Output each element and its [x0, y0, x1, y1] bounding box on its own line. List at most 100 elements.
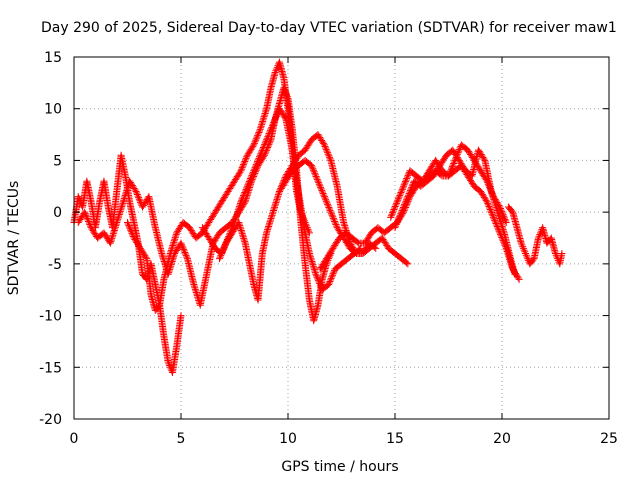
data-point — [329, 213, 337, 221]
data-point — [179, 244, 187, 252]
data-point — [178, 242, 186, 250]
data-point — [239, 192, 247, 200]
data-point — [529, 256, 537, 264]
data-point — [391, 224, 399, 232]
data-point — [216, 253, 224, 261]
data-point — [447, 166, 455, 174]
data-point — [219, 245, 227, 253]
data-point — [74, 193, 82, 201]
data-point — [272, 114, 280, 122]
data-point — [333, 222, 341, 230]
data-point — [320, 141, 328, 149]
data-point — [127, 228, 135, 236]
data-point — [397, 188, 405, 196]
data-point — [241, 156, 249, 164]
data-point — [406, 188, 414, 196]
data-point — [326, 205, 334, 213]
data-point — [323, 147, 331, 155]
data-point — [312, 272, 320, 280]
data-point — [127, 226, 135, 234]
data-point — [330, 268, 338, 276]
data-point — [326, 155, 334, 163]
data-point — [314, 275, 322, 283]
data-point — [331, 219, 339, 227]
data-point — [322, 197, 330, 205]
plot-frame — [73, 56, 610, 420]
data-point — [498, 208, 506, 216]
data-point — [324, 149, 332, 157]
data-point — [248, 171, 256, 179]
data-point — [330, 216, 338, 224]
data-point — [247, 175, 255, 183]
data-point — [450, 158, 458, 166]
data-point — [314, 177, 322, 185]
data-point — [322, 196, 330, 204]
data-point — [247, 173, 255, 181]
data-point — [254, 132, 262, 140]
data-point — [259, 144, 267, 151]
data-point — [134, 192, 142, 200]
data-point — [270, 117, 278, 125]
data-point — [83, 214, 91, 222]
data-point — [254, 157, 262, 165]
data-point — [261, 139, 269, 147]
data-point — [125, 223, 133, 231]
data-point — [312, 270, 320, 278]
data-point — [326, 207, 334, 215]
data-point — [388, 210, 396, 218]
data-point — [392, 201, 400, 209]
data-point — [178, 241, 186, 249]
data-point — [394, 195, 402, 203]
data-point — [332, 221, 340, 229]
data-point — [319, 190, 327, 198]
data-point — [135, 194, 143, 202]
data-point — [403, 194, 411, 202]
data-point — [389, 207, 397, 215]
data-point — [217, 250, 225, 258]
data-point — [357, 244, 365, 252]
y-tick-label: 0 — [53, 205, 62, 221]
data-point — [220, 244, 228, 252]
data-point — [250, 141, 258, 149]
data-point — [313, 174, 321, 182]
data-point — [353, 238, 361, 246]
data-point — [177, 312, 185, 320]
data-point — [402, 176, 410, 184]
data-point — [393, 198, 401, 206]
y-tick-label: -10 — [39, 309, 62, 325]
data-point — [500, 212, 508, 220]
data-point — [252, 136, 260, 144]
data-point — [401, 178, 409, 186]
data-point — [260, 142, 268, 150]
data-point — [251, 164, 259, 172]
data-point — [216, 255, 224, 263]
data-point — [499, 211, 507, 219]
data-point — [128, 229, 136, 237]
data-point — [536, 231, 544, 239]
data-point — [241, 187, 249, 195]
data-point — [239, 162, 247, 170]
data-point — [511, 270, 519, 278]
data-point — [324, 202, 332, 210]
data-point — [83, 213, 91, 221]
data-point — [328, 273, 336, 281]
data-point — [401, 200, 409, 208]
y-tick-label: -20 — [39, 412, 62, 428]
data-point — [408, 182, 416, 190]
data-point — [523, 253, 531, 261]
data-point — [243, 182, 251, 190]
data-point — [239, 193, 247, 201]
data-point — [133, 189, 141, 197]
data-point — [268, 122, 276, 130]
data-point — [258, 147, 266, 155]
data-point — [264, 133, 272, 141]
y-tick-label: 15 — [44, 50, 62, 66]
data-point — [238, 164, 246, 172]
data-point — [396, 190, 404, 198]
data-point — [155, 303, 163, 311]
data-point — [485, 202, 493, 210]
series-sat-i — [391, 146, 519, 278]
data-point — [446, 167, 454, 175]
data-point — [389, 209, 397, 217]
